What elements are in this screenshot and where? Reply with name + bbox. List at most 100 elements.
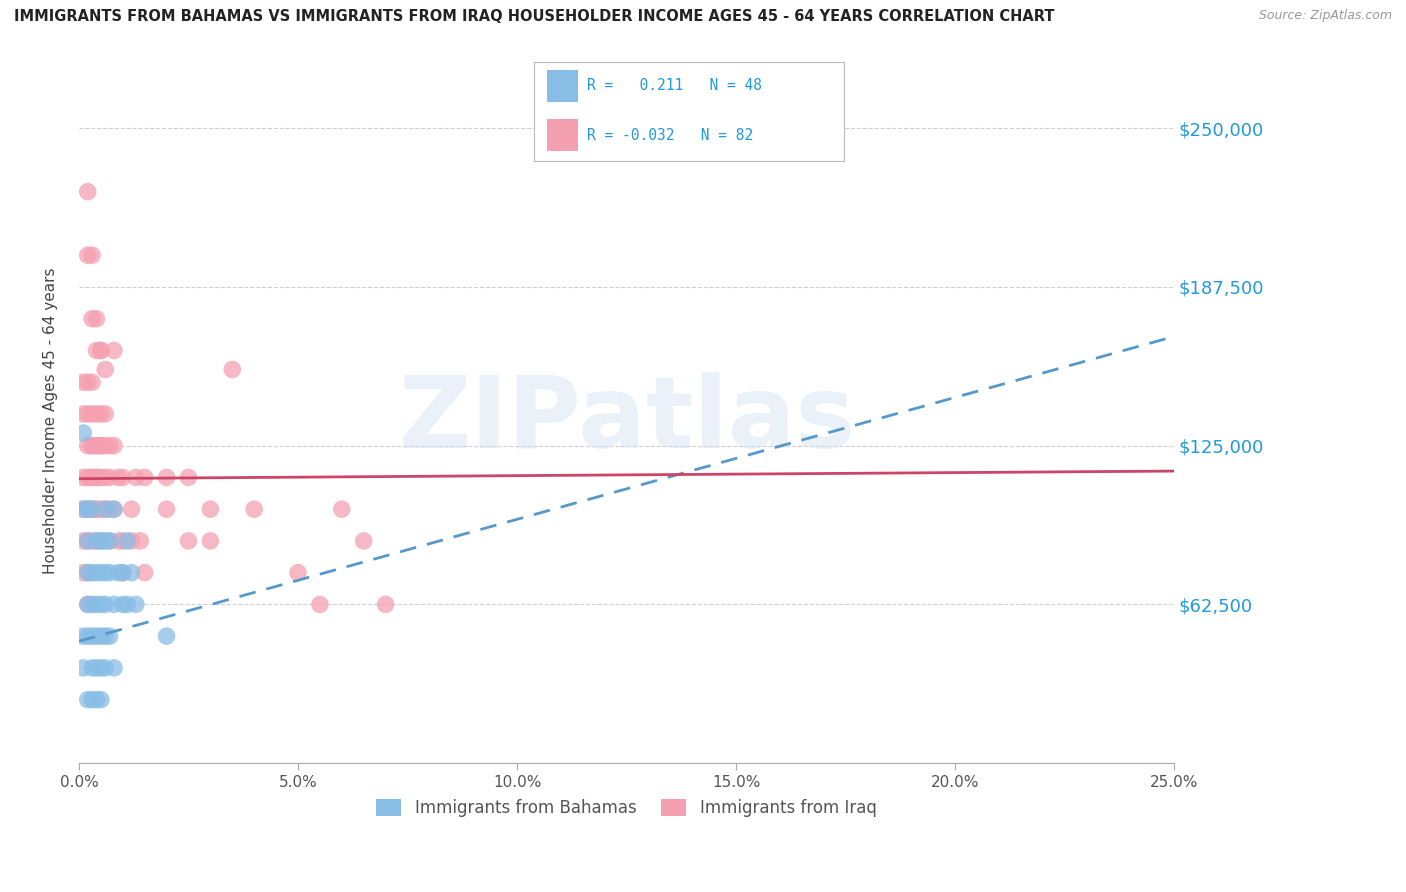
Point <box>309 598 332 612</box>
Text: R =   0.211   N = 48: R = 0.211 N = 48 <box>586 78 762 94</box>
Point <box>121 566 143 580</box>
Point <box>72 407 94 421</box>
Point <box>94 533 117 548</box>
Point <box>72 375 94 389</box>
Point <box>82 439 104 453</box>
Point <box>90 502 112 516</box>
Text: R = -0.032   N = 82: R = -0.032 N = 82 <box>586 128 754 143</box>
Point <box>86 502 108 516</box>
Point <box>353 533 375 548</box>
Point <box>82 502 104 516</box>
Point <box>90 439 112 453</box>
Point <box>111 533 134 548</box>
Point <box>90 598 112 612</box>
Point <box>76 533 98 548</box>
Point <box>111 470 134 484</box>
Point <box>111 566 134 580</box>
Point <box>221 362 243 376</box>
Point <box>103 661 125 675</box>
Point <box>90 439 112 453</box>
Point <box>243 502 266 516</box>
Legend: Immigrants from Bahamas, Immigrants from Iraq: Immigrants from Bahamas, Immigrants from… <box>370 792 883 823</box>
Point <box>94 598 117 612</box>
Point <box>86 407 108 421</box>
Point <box>90 533 112 548</box>
Point <box>82 661 104 675</box>
Point <box>94 502 117 516</box>
Point <box>103 343 125 358</box>
Point <box>94 407 117 421</box>
Point <box>90 343 112 358</box>
Point <box>98 566 121 580</box>
Point <box>76 598 98 612</box>
Point <box>90 407 112 421</box>
Point <box>94 362 117 376</box>
Bar <box>547 70 578 102</box>
Point <box>72 425 94 440</box>
Point <box>374 598 396 612</box>
Point <box>86 533 108 548</box>
Point <box>82 692 104 706</box>
Point <box>86 692 108 706</box>
Point <box>90 661 112 675</box>
Point <box>90 470 112 484</box>
Point <box>72 533 94 548</box>
Point <box>90 629 112 643</box>
Point <box>76 375 98 389</box>
Point <box>115 598 138 612</box>
Point <box>82 629 104 643</box>
Point <box>76 692 98 706</box>
Point <box>82 566 104 580</box>
Point <box>94 629 117 643</box>
Point <box>155 470 177 484</box>
Point <box>76 566 98 580</box>
Point <box>86 439 108 453</box>
Point <box>82 407 104 421</box>
Point <box>98 629 121 643</box>
Point <box>155 502 177 516</box>
Point <box>98 470 121 484</box>
Point <box>90 343 112 358</box>
Point <box>98 439 121 453</box>
Point <box>86 566 108 580</box>
Point <box>125 470 148 484</box>
Text: ZIPatlas: ZIPatlas <box>398 372 855 469</box>
Point <box>177 470 200 484</box>
Point <box>82 248 104 262</box>
Point <box>72 502 94 516</box>
Point <box>94 439 117 453</box>
Point <box>287 566 309 580</box>
Point <box>82 502 104 516</box>
Point <box>155 629 177 643</box>
Point <box>82 375 104 389</box>
Point <box>86 439 108 453</box>
Point <box>82 439 104 453</box>
Point <box>82 470 104 484</box>
Point <box>86 311 108 326</box>
Point <box>76 629 98 643</box>
Point <box>76 566 98 580</box>
Point <box>86 502 108 516</box>
Point <box>115 533 138 548</box>
Point <box>103 598 125 612</box>
Point <box>129 533 152 548</box>
Point <box>111 566 134 580</box>
Point <box>177 533 200 548</box>
Point <box>86 470 108 484</box>
Y-axis label: Householder Income Ages 45 - 64 years: Householder Income Ages 45 - 64 years <box>44 267 58 574</box>
Point <box>82 598 104 612</box>
Point <box>121 533 143 548</box>
Point <box>200 533 222 548</box>
Point <box>98 533 121 548</box>
Point <box>86 343 108 358</box>
Point <box>94 502 117 516</box>
Point <box>200 502 222 516</box>
Point <box>86 470 108 484</box>
Bar <box>547 120 578 151</box>
Point <box>90 566 112 580</box>
Point <box>103 439 125 453</box>
Point <box>76 248 98 262</box>
Point <box>90 692 112 706</box>
Point <box>125 598 148 612</box>
Point <box>86 629 108 643</box>
